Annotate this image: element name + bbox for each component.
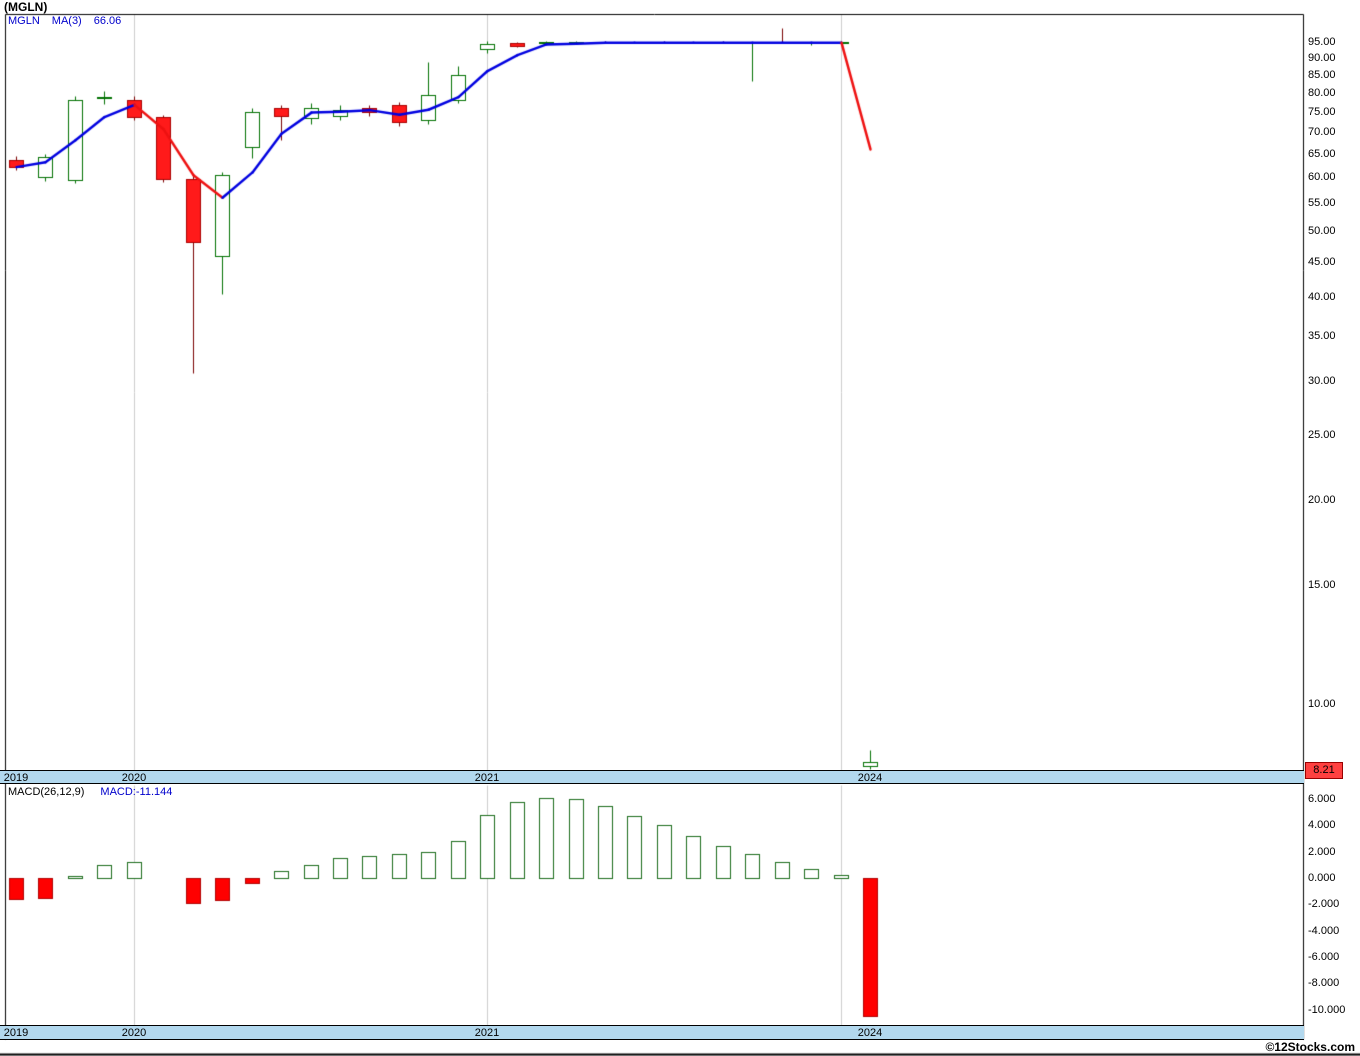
macd-xaxis-band: 2019 2020 2021 2024	[0, 1025, 1304, 1040]
macd-tick-label: -4.000	[1308, 925, 1340, 937]
legend-ma-value: 66.06	[93, 15, 122, 27]
macd-tick-label: 6.000	[1308, 793, 1336, 805]
price-tick-label: 85.00	[1308, 69, 1336, 81]
year-label: 2024	[857, 772, 883, 784]
macd-tick-label: 2.000	[1308, 846, 1336, 858]
main-chart-legend: MGLN MA(3) 66.06	[8, 15, 133, 27]
macd-tick-label: -10.000	[1308, 1004, 1346, 1016]
legend-symbol: MGLN	[8, 15, 40, 27]
macd-tick-label: 4.000	[1308, 819, 1336, 831]
price-tick-label: 25.00	[1308, 429, 1336, 441]
price-tick-label: 30.00	[1308, 375, 1336, 387]
price-tick-label: 90.00	[1308, 52, 1336, 64]
macd-tick-label: -2.000	[1308, 898, 1340, 910]
year-label: 2020	[121, 1027, 147, 1039]
price-tick-label: 70.00	[1308, 126, 1336, 138]
copyright-label: ©12Stocks.com	[1265, 1040, 1355, 1054]
year-label: 2020	[121, 772, 147, 784]
price-tick-label: 55.00	[1308, 197, 1336, 209]
year-label: 2019	[3, 1027, 29, 1039]
legend-ma-label: MA(3)	[51, 15, 82, 27]
price-tick-label: 10.00	[1308, 698, 1336, 710]
price-tick-label: 60.00	[1308, 171, 1336, 183]
macd-legend: MACD(26,12,9) MACD:-11.144	[8, 786, 172, 798]
price-tick-label: 65.00	[1308, 148, 1336, 160]
year-label: 2021	[474, 1027, 500, 1039]
macd-params-label: MACD(26,12,9)	[8, 786, 85, 798]
year-label: 2021	[474, 772, 500, 784]
price-tick-label: 80.00	[1308, 87, 1336, 99]
main-xaxis-band: 2019 2020 2021 2024	[0, 770, 1304, 784]
price-tick-label: 40.00	[1308, 291, 1336, 303]
macd-tick-label: 0.000	[1308, 872, 1336, 884]
macd-tick-label: -6.000	[1308, 951, 1340, 963]
macd-value-label: MACD:-11.144	[100, 786, 173, 798]
price-tick-label: 20.00	[1308, 494, 1336, 506]
last-price-tag: 8.21	[1305, 762, 1343, 779]
price-tick-label: 75.00	[1308, 106, 1336, 118]
price-tick-label: 95.00	[1308, 36, 1336, 48]
price-tick-label: 15.00	[1308, 579, 1336, 591]
year-label: 2024	[857, 1027, 883, 1039]
price-tick-label: 35.00	[1308, 330, 1336, 342]
price-tick-label: 50.00	[1308, 225, 1336, 237]
macd-tick-label: -8.000	[1308, 977, 1340, 989]
year-label: 2019	[3, 772, 29, 784]
page-title: (MGLN)	[4, 0, 48, 14]
price-tick-label: 45.00	[1308, 256, 1336, 268]
